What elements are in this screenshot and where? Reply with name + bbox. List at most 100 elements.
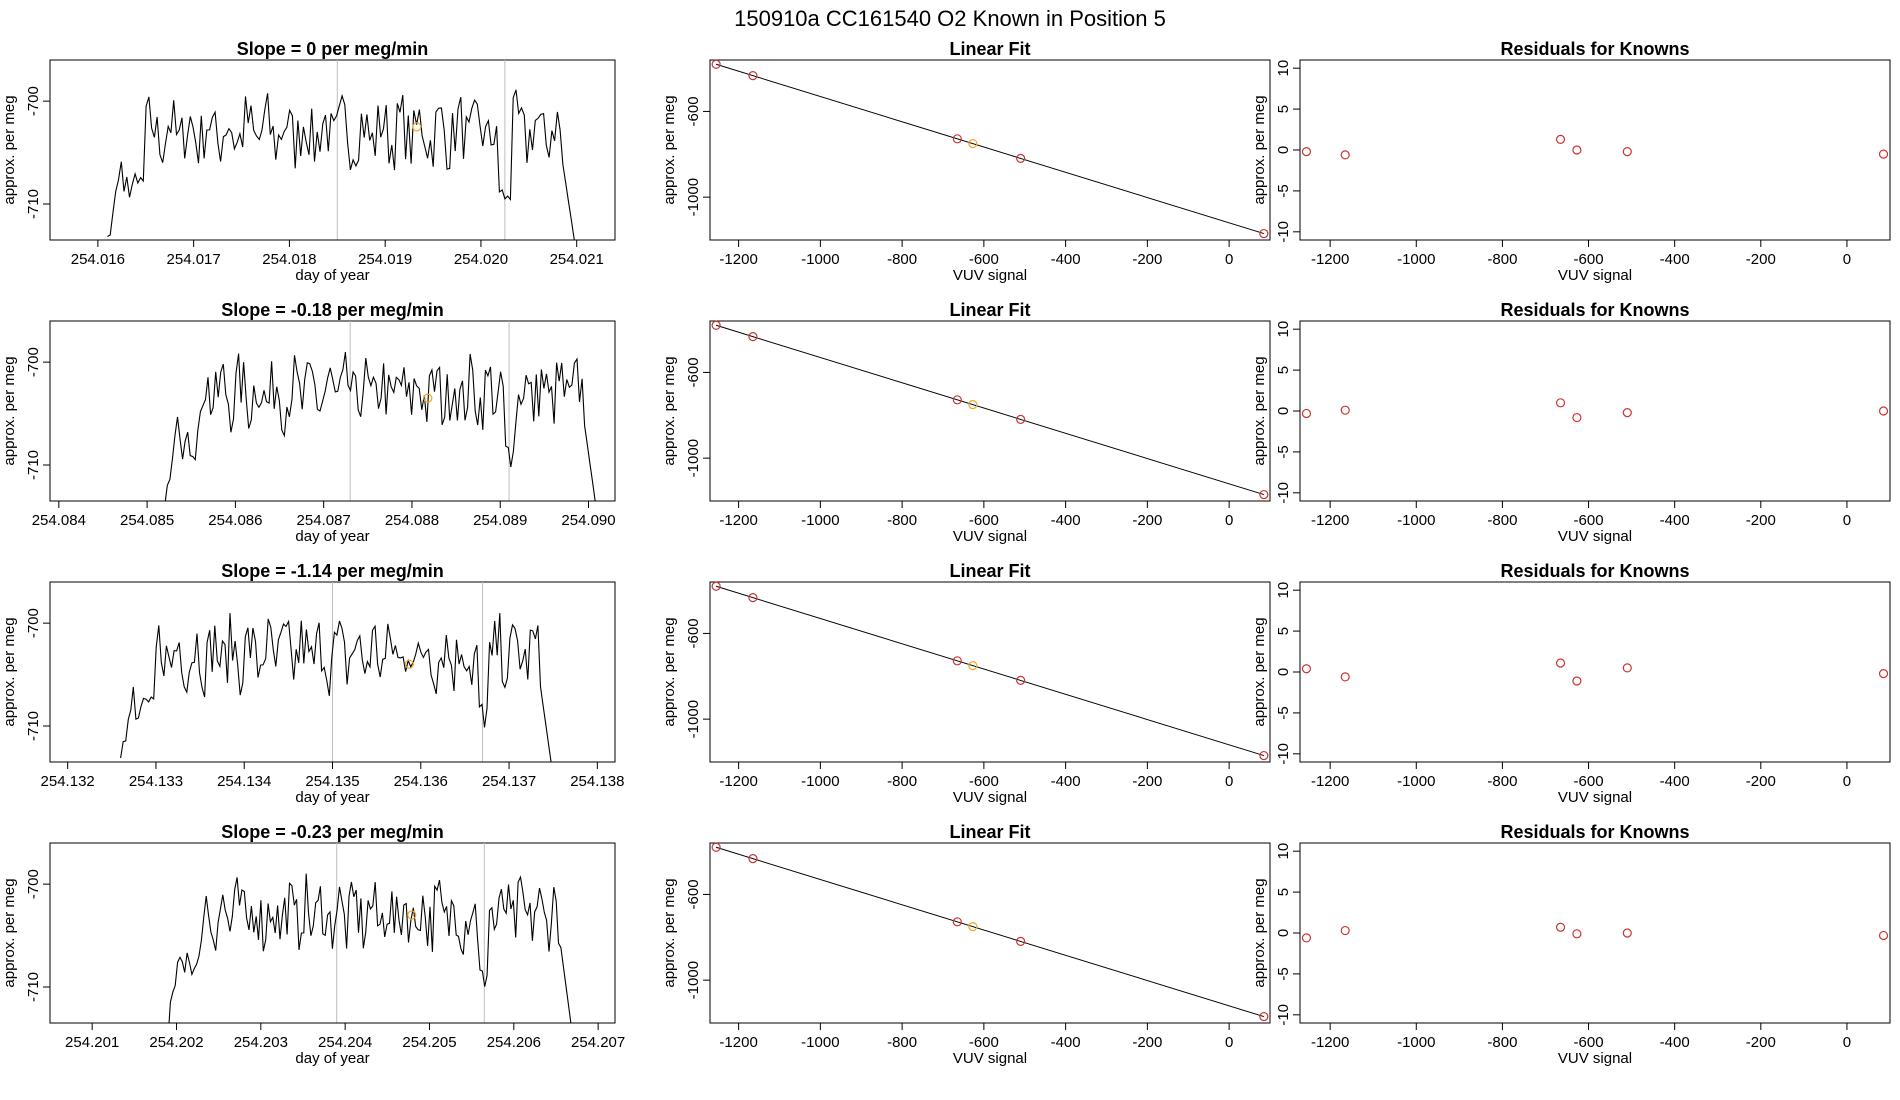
- residuals-y-label: approx. per meg: [1251, 617, 1268, 726]
- residuals-y-label: approx. per meg: [1251, 95, 1268, 204]
- timeseries-title: Slope = 0 per meg/min: [237, 39, 429, 59]
- timeseries-y-label: approx. per meg: [1, 878, 18, 987]
- residuals-x-tick-label: -1000: [1397, 251, 1435, 268]
- timeseries-y-tick-label: -700: [25, 869, 42, 899]
- linear-fit-y-label: approx. per meg: [661, 878, 678, 987]
- timeseries-y-tick-label: -710: [25, 450, 42, 480]
- linear-fit-point: [1016, 675, 1026, 686]
- linear-fit-point: [711, 320, 721, 330]
- residual-point: [1340, 672, 1350, 682]
- timeseries-y-tick-label: -700: [25, 86, 42, 116]
- residual-point: [1878, 406, 1889, 416]
- timeseries-y-label: approx. per meg: [1, 617, 18, 726]
- linear-fit-frame: [709, 320, 1271, 502]
- residuals-x-tick-label: -200: [1746, 512, 1776, 529]
- timeseries-panel: Slope = 0 per meg/min 254.016 254.017 254.0…: [1, 39, 616, 284]
- residual-point: [1572, 676, 1582, 686]
- linear-fit-point: [711, 842, 721, 852]
- residuals-y-tick-label: -10: [1275, 221, 1292, 243]
- residuals-x-tick-label: -1200: [1311, 251, 1349, 268]
- linear-fit-x-tick-label: -1200: [719, 1034, 757, 1051]
- residuals-y-tick-label: -5: [1275, 967, 1292, 980]
- residuals-y-tick-label: -5: [1275, 445, 1292, 458]
- residuals-y-tick-label: -5: [1275, 706, 1292, 719]
- residuals-title: Residuals for Knowns: [1500, 822, 1689, 842]
- linear-fit-x-tick-label: -1000: [801, 1034, 839, 1051]
- linear-fit-point: [1016, 414, 1026, 425]
- linear-fit-x-tick-label: 0: [1225, 251, 1233, 268]
- residuals-x-tick-label: -800: [1487, 1034, 1517, 1051]
- residuals-x-tick-label: 0: [1843, 512, 1851, 529]
- timeseries-y-label: approx. per meg: [1, 356, 18, 465]
- residual-point: [1555, 658, 1566, 668]
- residuals-y-tick-label: 0: [1275, 929, 1292, 937]
- linear-fit-y-tick-label: -600: [685, 96, 702, 126]
- linear-fit-x-label: VUV signal: [953, 528, 1027, 545]
- linear-fit-line: [715, 324, 1265, 496]
- residuals-frame: [1299, 320, 1891, 502]
- linear-fit-panel: Linear Fit -1200 -1000 -800 -600 -400 -200 0 VUV…: [661, 300, 1271, 545]
- timeseries-x-tick-label: 254.134: [217, 773, 271, 790]
- residuals-panel: Residuals for Knowns-1200 -1000 -800 -600 -4…: [1251, 39, 1891, 284]
- linear-fit-panel: Linear Fit -1200 -1000 -800 -600 -400 -200 0 VUV…: [661, 561, 1271, 806]
- residuals-y-tick-label: 5: [1275, 366, 1292, 374]
- linear-fit-x-tick-label: -1200: [719, 773, 757, 790]
- timeseries-trace: [168, 873, 572, 1023]
- timeseries-x-tick-label: 254.085: [120, 512, 174, 529]
- residual-point: [1340, 925, 1350, 936]
- linear-fit-point: [1016, 153, 1026, 164]
- residuals-y-tick-label: 0: [1275, 146, 1292, 154]
- residuals-x-tick-label: 0: [1843, 773, 1851, 790]
- linear-fit-frame: [709, 59, 1271, 241]
- residuals-x-tick-label: -600: [1574, 251, 1604, 268]
- timeseries-x-tick-label: 254.084: [32, 512, 86, 529]
- linear-fit-point: [952, 917, 962, 927]
- linear-fit-x-tick-label: -800: [887, 1034, 917, 1051]
- timeseries-trace: [164, 352, 596, 501]
- linear-fit-x-tick-label: -800: [887, 512, 917, 529]
- linear-fit-line: [715, 63, 1265, 235]
- timeseries-x-tick-label: 254.203: [234, 1034, 288, 1051]
- residuals-frame: [1299, 842, 1891, 1024]
- residuals-x-label: VUV signal: [1558, 789, 1632, 806]
- timeseries-x-tick-label: 254.205: [402, 1034, 456, 1051]
- residuals-panel: Residuals for Knowns-1200 -1000 -800 -600 -4…: [1251, 822, 1891, 1067]
- residuals-y-tick-label: 0: [1275, 407, 1292, 415]
- residuals-y-tick-label: 10: [1275, 582, 1292, 599]
- linear-fit-x-tick-label: 0: [1225, 773, 1233, 790]
- residuals-title: Residuals for Knowns: [1500, 39, 1689, 59]
- timeseries-x-tick-label: 254.018: [262, 251, 316, 268]
- linear-fit-point: [748, 332, 758, 342]
- residual-point: [1301, 664, 1312, 674]
- residuals-panel: Residuals for Knowns-1200 -1000 -800 -600 -4…: [1251, 300, 1891, 545]
- timeseries-x-tick-label: 254.137: [482, 773, 536, 790]
- residuals-y-tick-label: 10: [1275, 60, 1292, 77]
- timeseries-x-tick-label: 254.087: [297, 512, 351, 529]
- linear-fit-point: [748, 854, 758, 864]
- residual-point: [1555, 134, 1566, 144]
- residuals-y-tick-label: 0: [1275, 668, 1292, 676]
- residuals-y-tick-label: 10: [1275, 843, 1292, 860]
- linear-fit-x-label: VUV signal: [953, 1050, 1027, 1067]
- linear-fit-x-tick-label: -800: [887, 251, 917, 268]
- linear-fit-x-tick-label: 0: [1225, 1034, 1233, 1051]
- timeseries-title: Slope = -0.18 per meg/min: [221, 300, 444, 320]
- residual-point: [1622, 663, 1632, 673]
- linear-fit-y-tick-label: -600: [685, 618, 702, 648]
- residual-point: [1878, 669, 1889, 679]
- linear-fit-y-tick-label: -600: [685, 357, 702, 387]
- linear-fit-point: [952, 134, 962, 144]
- residuals-y-label: approx. per meg: [1251, 878, 1268, 987]
- residuals-x-tick-label: -1200: [1311, 773, 1349, 790]
- timeseries-x-tick-label: 254.204: [318, 1034, 372, 1051]
- linear-fit-y-label: approx. per meg: [661, 95, 678, 204]
- linear-fit-x-tick-label: -400: [1051, 1034, 1081, 1051]
- linear-fit-title: Linear Fit: [949, 822, 1030, 842]
- residuals-panel: Residuals for Knowns-1200 -1000 -800 -600 -4…: [1251, 561, 1891, 806]
- residuals-x-tick-label: -600: [1574, 1034, 1604, 1051]
- linear-fit-point: [952, 656, 962, 666]
- residuals-x-label: VUV signal: [1558, 528, 1632, 545]
- timeseries-x-tick-label: 254.138: [570, 773, 624, 790]
- residual-point: [1878, 930, 1889, 941]
- timeseries-x-tick-label: 254.090: [561, 512, 615, 529]
